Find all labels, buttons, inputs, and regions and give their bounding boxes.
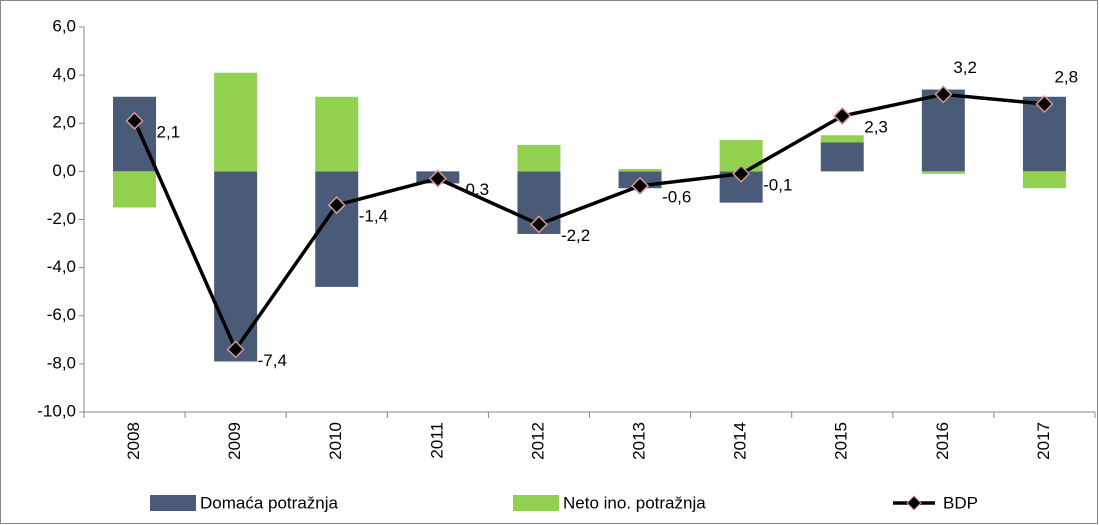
data-label: -0,3 [460,180,489,199]
marker [833,106,852,126]
data-label: -1,4 [359,207,388,226]
y-tick-label: 6,0 [52,16,76,35]
bar [315,96,359,172]
bar [921,171,965,174]
x-tick-label: 2014 [731,422,750,460]
bar [214,171,258,362]
marker [934,85,953,104]
x-tick-label: 2016 [933,422,952,460]
y-tick-label: 2,0 [52,113,76,132]
y-tick-label: -10,0 [37,401,76,420]
marker [327,196,346,215]
bar [315,171,359,287]
legend-label: Domaća potražnja [200,493,339,512]
marker [125,111,144,130]
y-tick-label: -2,0 [47,209,76,228]
legend-label: Neto ino. potražnja [563,493,706,512]
y-tick-label: 0,0 [52,161,76,180]
y-tick-label: -4,0 [47,257,76,276]
legend-swatch [513,495,559,511]
legend-marker [906,495,922,511]
legend-swatch [150,495,196,511]
x-tick-label: 2011 [427,422,446,459]
legend-label: BDP [943,493,978,512]
marker [529,215,549,234]
data-label: -0,1 [763,175,792,194]
x-tick-label: 2017 [1034,422,1053,460]
data-label: -0,6 [662,187,691,206]
bar [517,144,561,172]
x-tick-label: 2008 [124,422,143,460]
x-tick-label: 2012 [528,422,547,460]
marker [428,169,447,188]
data-label: 2,3 [864,118,888,137]
data-label: 2,1 [157,122,181,141]
x-tick-label: 2013 [630,422,649,460]
marker [630,176,650,195]
data-label: -7,4 [258,351,287,370]
bar [113,96,157,172]
x-tick-label: 2009 [225,422,244,460]
y-tick-label: -8,0 [47,353,76,372]
line [132,92,1045,353]
marker [226,340,245,359]
bar [820,135,864,143]
bar [1022,171,1066,189]
y-tick-label: -6,0 [47,305,76,324]
bar [618,168,662,172]
bar [820,142,864,172]
x-tick-label: 2015 [832,422,851,460]
bar [214,72,258,172]
data-label: -2,2 [561,226,590,245]
y-tick-label: 4,0 [52,65,76,84]
data-label: 3,2 [953,58,977,77]
data-label: 2,8 [1054,67,1078,86]
marker [732,164,751,183]
bar [113,171,157,208]
x-tick-label: 2010 [326,422,345,460]
marker [1035,94,1054,114]
